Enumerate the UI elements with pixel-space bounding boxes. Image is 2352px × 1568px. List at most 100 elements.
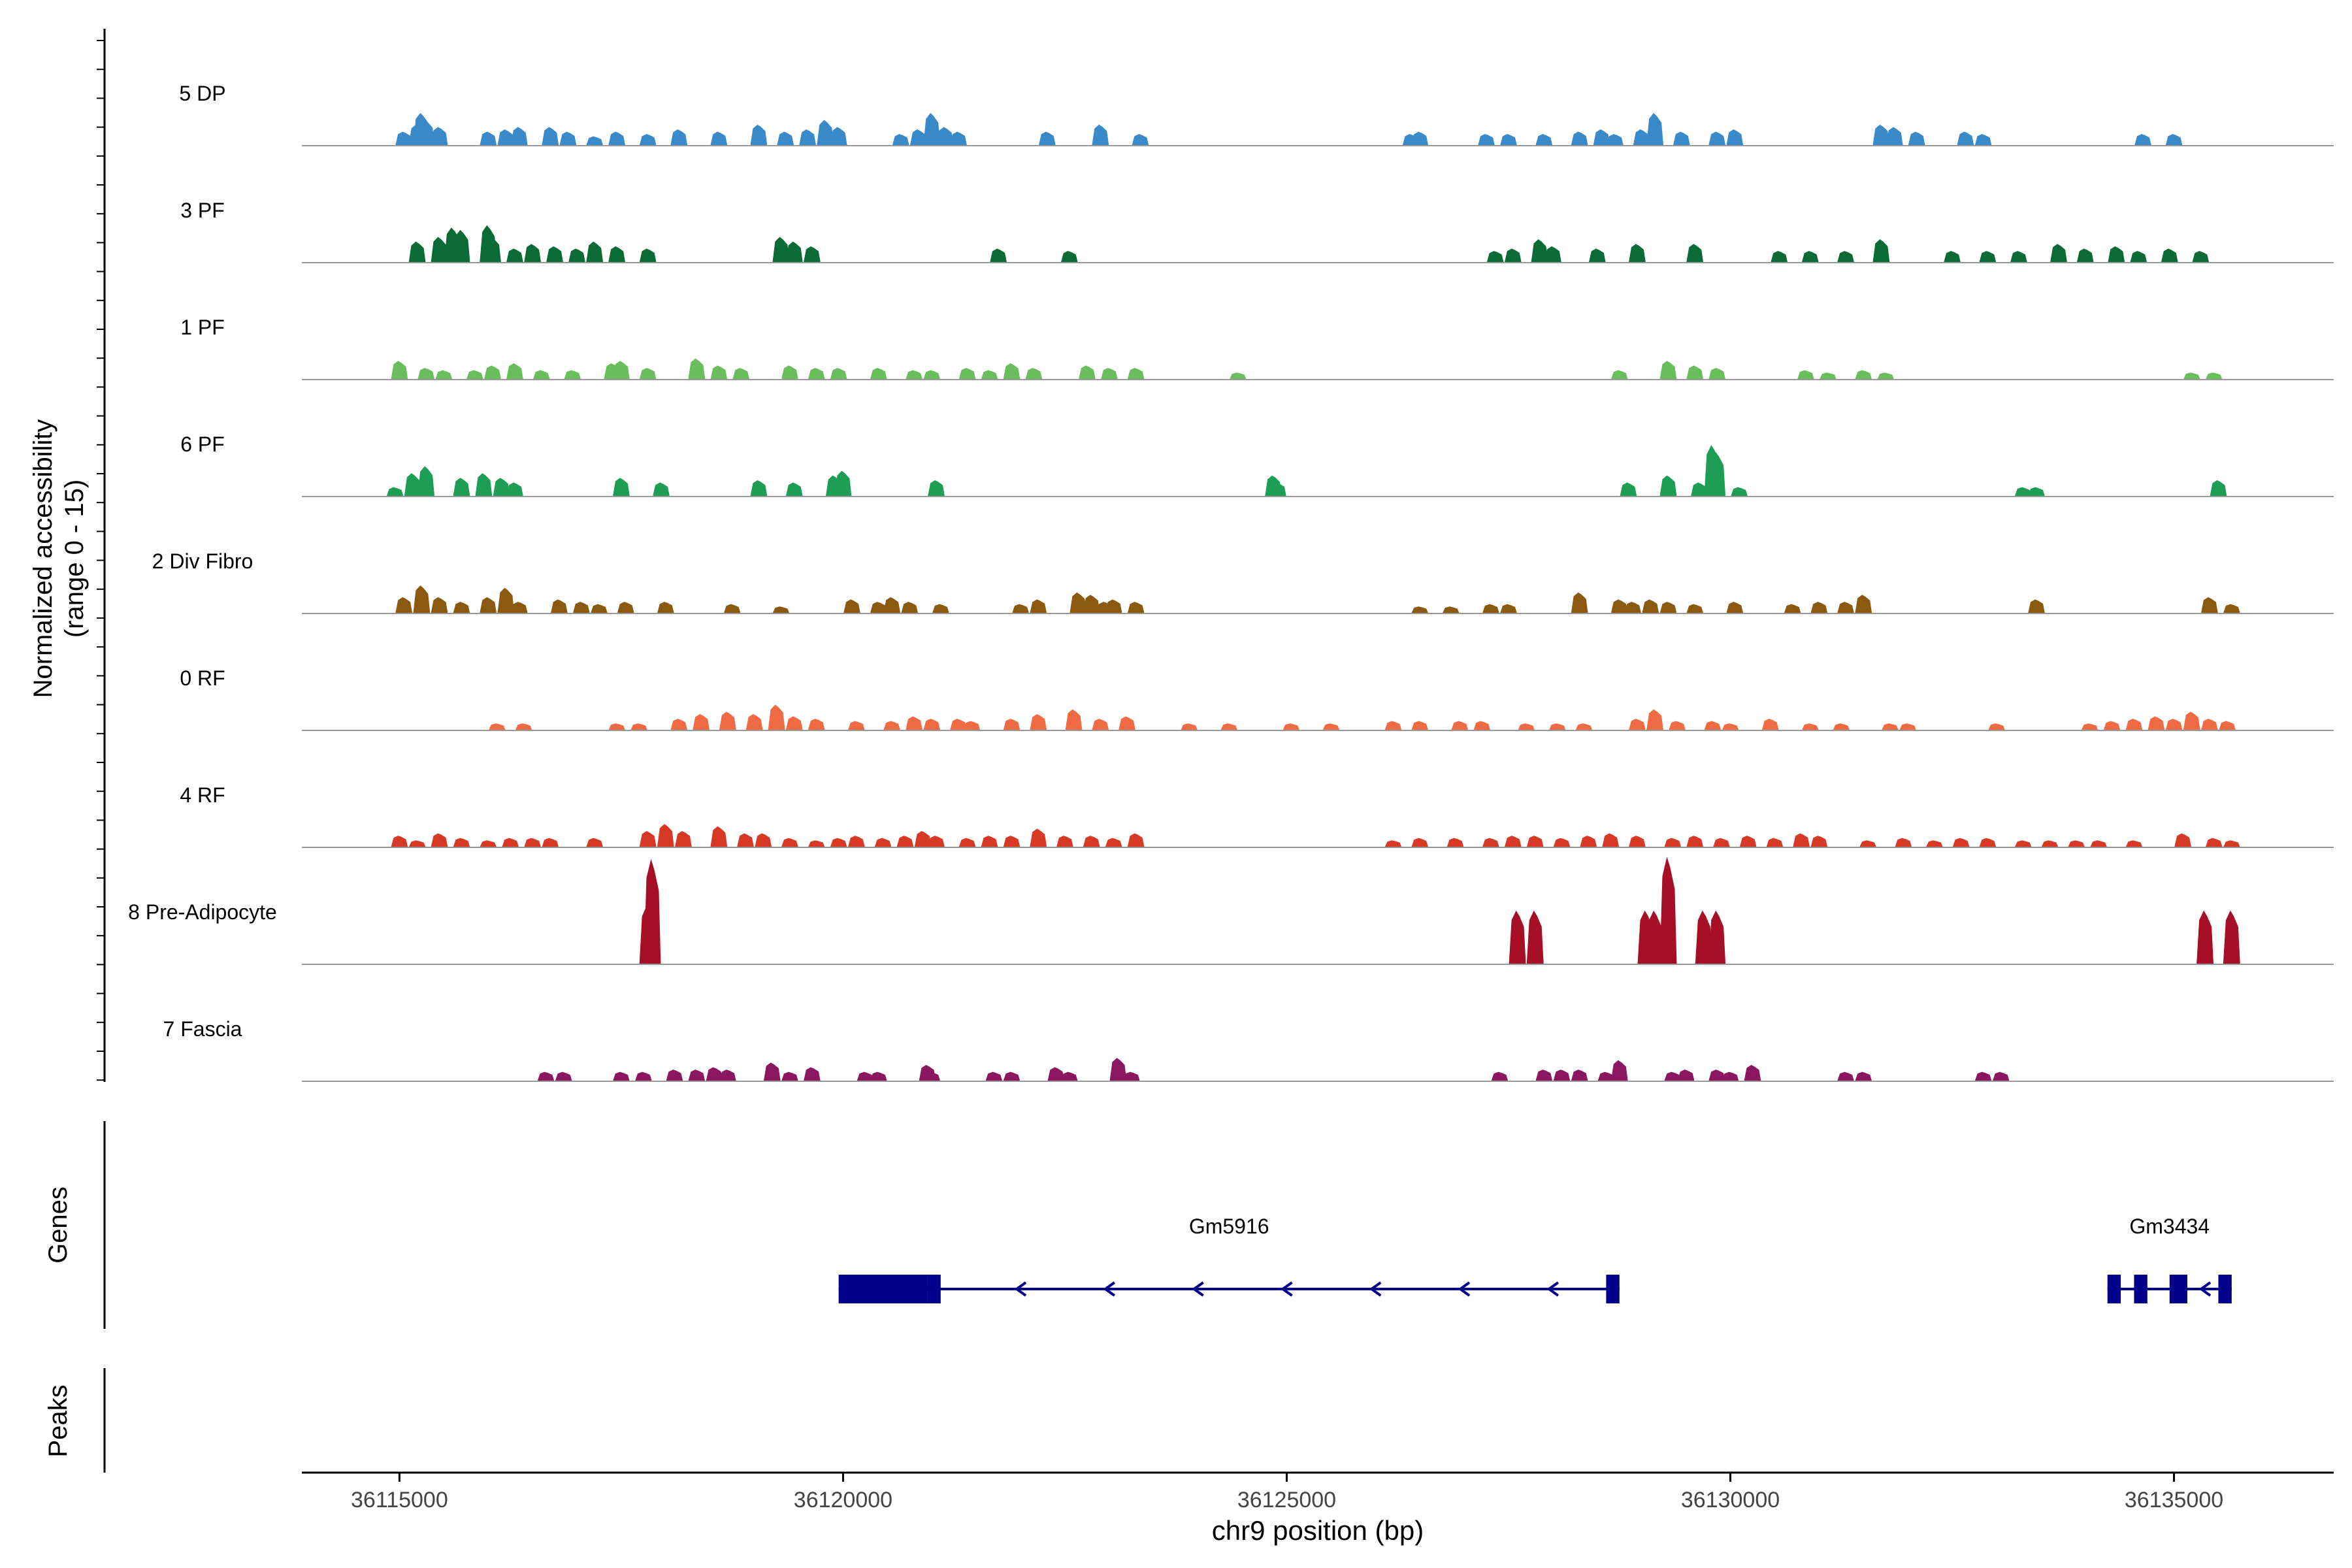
coverage-peak [1003,1071,1021,1081]
coverage-peak [768,704,785,730]
track-5-dp: 5 DP [179,82,2334,146]
coverage-peak [1855,595,1872,613]
coverage-peak [1708,451,1726,497]
coverage-peak [949,719,967,730]
track-label: 5 DP [179,82,225,105]
coverage-peak [1482,838,1499,847]
coverage-peak [843,599,861,613]
coverage-peak [1526,836,1544,847]
x-axis-ticks: 36115000 36120000 36125000 36130000 36135000 [351,1473,2223,1512]
coverage-peak [883,596,901,613]
coverage-peak [2028,599,2046,613]
coverage-peak [1083,836,1100,847]
coverage-peak [1801,251,1819,263]
coverage-peak [1411,838,1429,847]
coverage-peak [586,136,604,146]
gene-gm5916: Gm5916 [838,1215,1620,1303]
coverage-peak [1509,910,1526,964]
coverage-peak [431,127,448,146]
coverage-peak [1673,131,1690,146]
coverage-peak [932,604,949,613]
coverage-peak [688,1070,706,1081]
coverage-peak [1003,836,1021,847]
coverage-peak [1003,363,1021,380]
coverage-peak [1486,251,1504,263]
coverage-peak [1451,721,1469,730]
coverage-peak [1886,127,1903,146]
coverage-peak [2197,910,2214,964]
coverage-peak [2200,719,2218,730]
coverage-peak [1553,1070,1571,1081]
coverage-peak [612,1071,630,1081]
gene-gm3434: Gm3434 [2107,1215,2232,1303]
coverage-peak [737,833,755,847]
coverage-peak [1722,1071,1739,1081]
coverage-peak [1100,368,1118,380]
coverage-peak [847,721,865,730]
coverage-peak [1580,836,1597,847]
strand-arrow [1103,1281,1116,1297]
coverage-peak [732,368,750,380]
coverage-peak [1677,1070,1695,1081]
coverage-peak [1593,129,1610,146]
coverage-peak [923,1071,941,1081]
coverage-peak [1855,370,1872,380]
coverage-peak [1535,134,1553,146]
coverage-peak [590,604,608,613]
coverage-peak [480,596,497,613]
coverage-peak [493,478,510,497]
coverage-peak [657,602,674,613]
coverage-peak [750,480,768,497]
coverage-peak [408,241,426,263]
coverage-peak [657,824,674,847]
coverage-peak [1722,723,1739,730]
coverage-peak [755,833,772,847]
track-0-rf: 0 RF [180,666,2334,731]
coverage-peak [568,248,586,263]
coverage-peak [1181,723,1198,730]
coverage-peak [1686,244,1704,263]
coverage-peak [1624,602,1642,613]
coverage-peak [542,127,559,146]
coverage-peak [772,606,790,613]
coverage-peak [524,838,542,847]
coverage-peak [1957,131,1974,146]
coverage-peak [928,480,945,497]
coverage-peak [1132,134,1149,146]
coverage-peak [745,713,763,730]
coverage-peak [1610,599,1628,613]
coverage-peak [874,838,892,847]
coverage-peak [1575,723,1593,730]
peaks-panel-label: Peaks [44,1384,73,1457]
coverage-peak [1571,131,1588,146]
coverage-peak [1060,1071,1078,1081]
coverage-peak [1083,595,1100,613]
coverage-peak [1060,251,1078,263]
coverage-peak [386,487,404,497]
coverage-peak [719,1070,736,1081]
coverage-peak [772,237,790,263]
coverage-peak [475,473,493,497]
coverage-peak [1944,251,1961,263]
coverage-peak [546,246,564,263]
coverage-peak [1686,604,1704,613]
coverage-peak [870,368,887,380]
coverage-peak [431,596,448,613]
gene-exon [2169,1275,2187,1303]
track-label: 6 PF [180,433,225,456]
coverage-peak [2010,251,2027,263]
coverage-peak [608,246,626,263]
coverage-peak [1025,368,1043,380]
coverage-peak [1535,1070,1553,1081]
coverage-peak [1229,372,1247,380]
coverage-peak [785,482,803,497]
coverage-peak [1070,592,1087,613]
track-2-div-fibro: 2 Div Fibro [152,549,2334,614]
gene-exon [2218,1275,2232,1303]
coverage-peak [963,721,981,730]
coverage-peak [1739,836,1757,847]
coverage-peak [466,370,483,380]
coverage-peak [497,129,515,146]
gene-exon [918,1275,928,1303]
coverage-peak [1992,1071,2010,1081]
